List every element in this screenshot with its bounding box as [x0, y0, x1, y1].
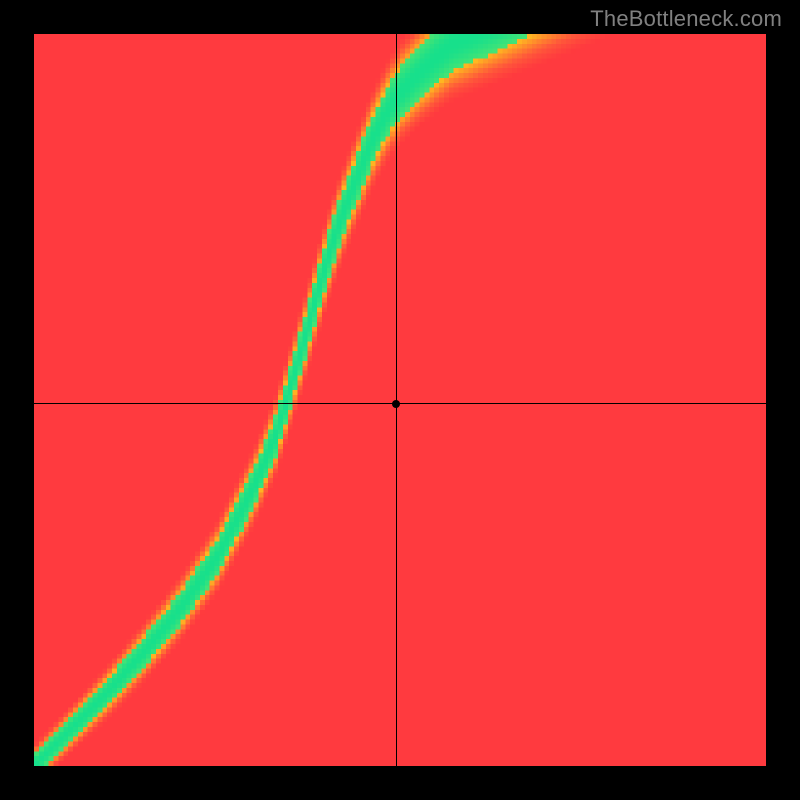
heatmap-plot: [34, 34, 766, 766]
watermark-text: TheBottleneck.com: [590, 6, 782, 32]
heatmap-canvas: [34, 34, 766, 766]
